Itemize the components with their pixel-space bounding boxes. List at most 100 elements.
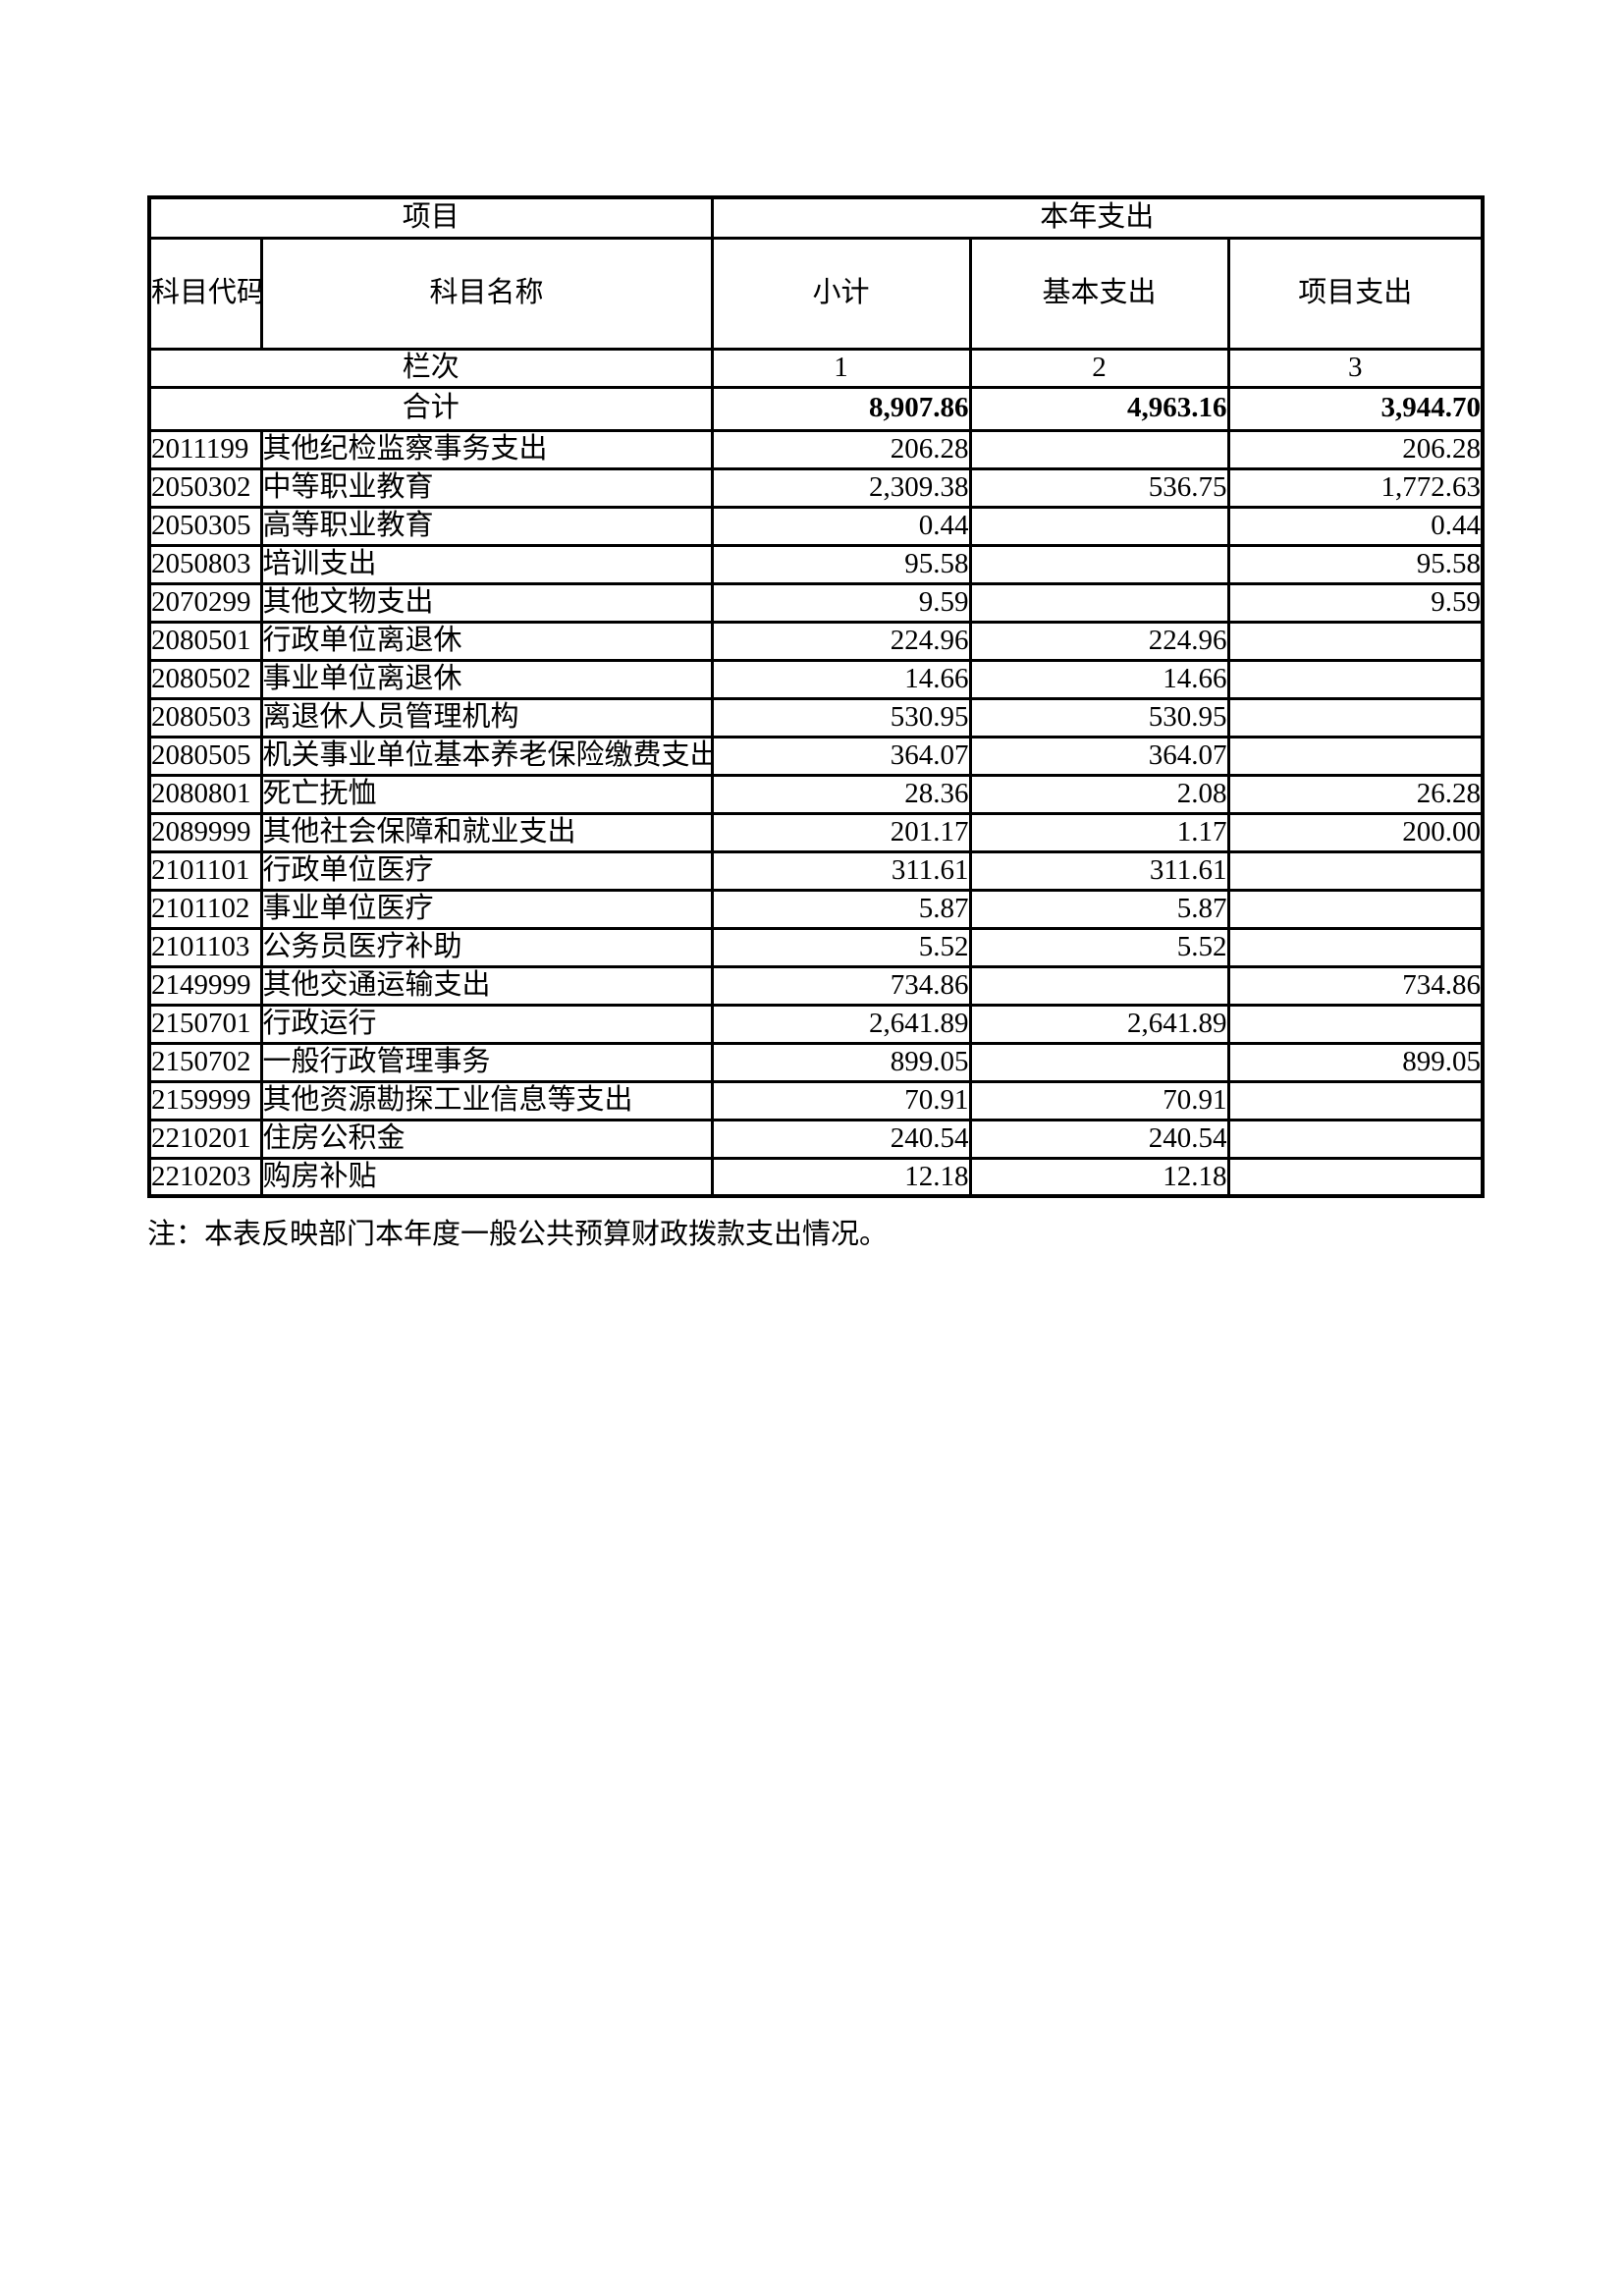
basic-expenditure-cell — [968, 505, 1230, 547]
total-subtotal-value: 8,907.86 — [710, 385, 972, 432]
subject-name-cell: 其他交通运输支出 — [259, 964, 714, 1007]
subtotal-cell: 9.59 — [710, 581, 972, 624]
table-row: 2089999 其他社会保障和就业支出 201.17 1.17 200.00 — [147, 811, 1485, 853]
project-expenditure-cell — [1226, 620, 1485, 662]
header-row-groups: 项目 本年支出 — [147, 195, 1485, 240]
basic-expenditure-cell — [968, 964, 1230, 1007]
project-expenditure-cell: 899.05 — [1226, 1041, 1485, 1083]
table-row: 2159999 其他资源勘探工业信息等支出 70.91 70.91 — [147, 1079, 1485, 1121]
table-row: 2080505 机关事业单位基本养老保险缴费支出 364.07 364.07 — [147, 735, 1485, 777]
subject-name-cell: 高等职业教育 — [259, 505, 714, 547]
subtotal-cell: 364.07 — [710, 735, 972, 777]
header-subtotal: 小计 — [710, 236, 972, 351]
subject-name-cell: 机关事业单位基本养老保险缴费支出 — [259, 735, 714, 777]
subtotal-cell: 12.18 — [710, 1156, 972, 1198]
total-basic-value: 4,963.16 — [968, 385, 1230, 432]
subtotal-cell: 311.61 — [710, 849, 972, 892]
header-year-expenditure-group: 本年支出 — [710, 195, 1485, 240]
subtotal-cell: 899.05 — [710, 1041, 972, 1083]
subject-name-cell: 行政单位医疗 — [259, 849, 714, 892]
subject-name-cell: 行政单位离退休 — [259, 620, 714, 662]
column-index-1: 1 — [710, 347, 972, 389]
basic-expenditure-cell: 70.91 — [968, 1079, 1230, 1121]
basic-expenditure-cell: 530.95 — [968, 696, 1230, 738]
subject-code-cell: 2050302 — [147, 466, 263, 509]
basic-expenditure-cell: 12.18 — [968, 1156, 1230, 1198]
table-row: 2150701 行政运行 2,641.89 2,641.89 — [147, 1003, 1485, 1045]
header-row-column-index: 栏次 1 2 3 — [147, 347, 1485, 389]
subject-code-cell: 2101101 — [147, 849, 263, 892]
subtotal-cell: 5.87 — [710, 888, 972, 930]
basic-expenditure-cell: 311.61 — [968, 849, 1230, 892]
subject-name-cell: 中等职业教育 — [259, 466, 714, 509]
subtotal-cell: 14.66 — [710, 658, 972, 700]
subtotal-cell: 2,309.38 — [710, 466, 972, 509]
header-subject-code: 科目代码 — [147, 236, 263, 351]
project-expenditure-cell — [1226, 1079, 1485, 1121]
subject-name-cell: 其他资源勘探工业信息等支出 — [259, 1079, 714, 1121]
subject-code-cell: 2210203 — [147, 1156, 263, 1198]
subject-code-cell: 2101103 — [147, 926, 263, 968]
subject-name-cell: 公务员医疗补助 — [259, 926, 714, 968]
subject-code-cell: 2080501 — [147, 620, 263, 662]
project-expenditure-cell: 0.44 — [1226, 505, 1485, 547]
project-expenditure-cell: 1,772.63 — [1226, 466, 1485, 509]
budget-table-container: 项目 本年支出 科目代码 科目名称 小计 基本支出 项目支出 栏次 1 2 3 — [147, 195, 1486, 1252]
subject-name-cell: 其他纪检监察事务支出 — [259, 428, 714, 470]
project-expenditure-cell: 734.86 — [1226, 964, 1485, 1007]
project-expenditure-cell — [1226, 1156, 1485, 1198]
table-row: 2080801 死亡抚恤 28.36 2.08 26.28 — [147, 773, 1485, 815]
table-row: 2080502 事业单位离退休 14.66 14.66 — [147, 658, 1485, 700]
budget-expenditure-table: 项目 本年支出 科目代码 科目名称 小计 基本支出 项目支出 栏次 1 2 3 — [147, 195, 1486, 1198]
basic-expenditure-cell — [968, 428, 1230, 470]
subject-code-cell: 2050305 — [147, 505, 263, 547]
subtotal-cell: 2,641.89 — [710, 1003, 972, 1045]
basic-expenditure-cell: 2.08 — [968, 773, 1230, 815]
table-row: 2070299 其他文物支出 9.59 9.59 — [147, 581, 1485, 624]
header-project-group: 项目 — [147, 195, 714, 240]
project-expenditure-cell: 206.28 — [1226, 428, 1485, 470]
project-expenditure-cell: 200.00 — [1226, 811, 1485, 853]
subject-code-cell: 2101102 — [147, 888, 263, 930]
subject-code-cell: 2159999 — [147, 1079, 263, 1121]
total-row: 合计 8,907.86 4,963.16 3,944.70 — [147, 385, 1485, 432]
subtotal-cell: 201.17 — [710, 811, 972, 853]
subtotal-cell: 224.96 — [710, 620, 972, 662]
project-expenditure-cell — [1226, 696, 1485, 738]
table-row: 2210203 购房补贴 12.18 12.18 — [147, 1156, 1485, 1198]
table-row: 2050803 培训支出 95.58 95.58 — [147, 543, 1485, 585]
basic-expenditure-cell: 5.87 — [968, 888, 1230, 930]
basic-expenditure-cell: 14.66 — [968, 658, 1230, 700]
column-index-2: 2 — [968, 347, 1230, 389]
subject-name-cell: 行政运行 — [259, 1003, 714, 1045]
table-row: 2011199 其他纪检监察事务支出 206.28 206.28 — [147, 428, 1485, 470]
header-basic-expenditure: 基本支出 — [968, 236, 1230, 351]
subject-code-cell: 2080801 — [147, 773, 263, 815]
subject-name-cell: 其他社会保障和就业支出 — [259, 811, 714, 853]
total-project-value: 3,944.70 — [1226, 385, 1485, 432]
basic-expenditure-cell — [968, 581, 1230, 624]
subject-name-cell: 其他文物支出 — [259, 581, 714, 624]
table-row: 2101103 公务员医疗补助 5.52 5.52 — [147, 926, 1485, 968]
subject-name-cell: 一般行政管理事务 — [259, 1041, 714, 1083]
subject-code-cell: 2150701 — [147, 1003, 263, 1045]
basic-expenditure-cell — [968, 1041, 1230, 1083]
subtotal-cell: 530.95 — [710, 696, 972, 738]
table-row: 2210201 住房公积金 240.54 240.54 — [147, 1118, 1485, 1160]
project-expenditure-cell: 95.58 — [1226, 543, 1485, 585]
column-index-label: 栏次 — [147, 347, 714, 389]
table-row: 2101102 事业单位医疗 5.87 5.87 — [147, 888, 1485, 930]
basic-expenditure-cell — [968, 543, 1230, 585]
basic-expenditure-cell: 1.17 — [968, 811, 1230, 853]
subtotal-cell: 28.36 — [710, 773, 972, 815]
table-row: 2150702 一般行政管理事务 899.05 899.05 — [147, 1041, 1485, 1083]
project-expenditure-cell — [1226, 926, 1485, 968]
basic-expenditure-cell: 240.54 — [968, 1118, 1230, 1160]
subtotal-cell: 206.28 — [710, 428, 972, 470]
table-row: 2101101 行政单位医疗 311.61 311.61 — [147, 849, 1485, 892]
table-header: 项目 本年支出 科目代码 科目名称 小计 基本支出 项目支出 栏次 1 2 3 — [147, 195, 1485, 432]
table-row: 2080503 离退休人员管理机构 530.95 530.95 — [147, 696, 1485, 738]
subject-code-cell: 2050803 — [147, 543, 263, 585]
project-expenditure-cell — [1226, 735, 1485, 777]
subtotal-cell: 95.58 — [710, 543, 972, 585]
